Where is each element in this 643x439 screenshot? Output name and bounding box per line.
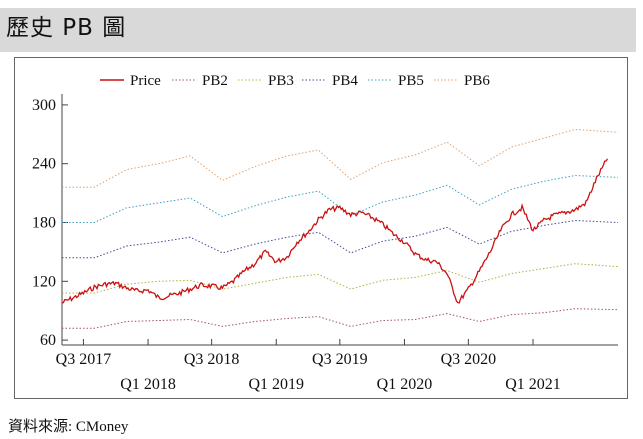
- page-title: 歷史 PB 圖: [6, 15, 127, 41]
- legend-label-pb6: PB6: [464, 73, 490, 89]
- series-line-pb4: [62, 219, 619, 259]
- x-tick-label-5: Q1 2020: [377, 376, 433, 393]
- legend-label-pb3: PB3: [268, 73, 294, 89]
- chart-frame: [14, 57, 628, 399]
- y-tick-label-180: 180: [32, 215, 56, 232]
- series-line-pb3: [62, 263, 619, 294]
- legend-label-pb4: PB4: [332, 73, 358, 89]
- series-line-price: [61, 158, 609, 304]
- x-tick-label-1: Q1 2018: [120, 376, 176, 393]
- series-line-pb2: [62, 308, 619, 329]
- legend-label-price: Price: [130, 73, 161, 89]
- y-tick-label-240: 240: [32, 156, 56, 173]
- x-tick-label-0: Q3 2017: [56, 351, 112, 368]
- series-line-pb6: [62, 128, 619, 188]
- legend-label-pb5: PB5: [398, 73, 424, 89]
- x-tick-label-2: Q3 2018: [184, 351, 240, 368]
- source-note: 資料來源: CMoney: [8, 419, 129, 435]
- series-line-pb5: [62, 174, 619, 223]
- legend-label-pb2: PB2: [202, 73, 228, 89]
- x-tick-label-6: Q3 2020: [441, 351, 497, 368]
- y-tick-label-300: 300: [32, 97, 56, 114]
- header-bar: [0, 8, 636, 52]
- x-tick-label-4: Q3 2019: [312, 351, 368, 368]
- y-tick-label-60: 60: [40, 332, 56, 349]
- x-tick-label-3: Q1 2019: [248, 376, 304, 393]
- y-tick-label-120: 120: [32, 273, 56, 290]
- x-tick-label-7: Q1 2021: [505, 376, 561, 393]
